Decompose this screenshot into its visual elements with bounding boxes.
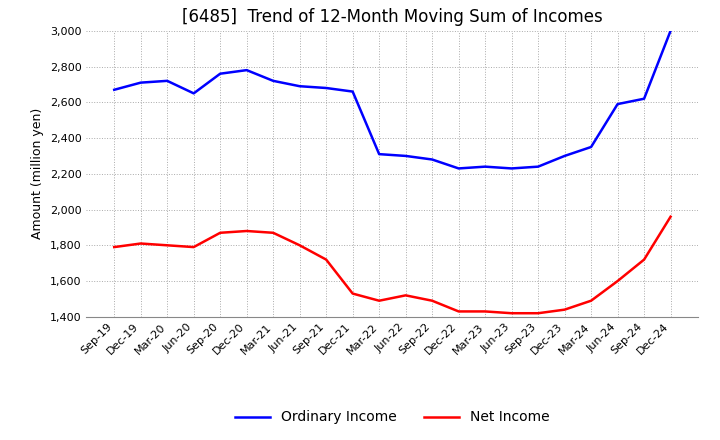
Net Income	[640, 257, 649, 262]
Ordinary Income	[401, 153, 410, 158]
Ordinary Income	[295, 84, 304, 89]
Ordinary Income	[163, 78, 171, 84]
Ordinary Income	[348, 89, 357, 94]
Net Income	[269, 230, 277, 235]
Ordinary Income	[666, 28, 675, 33]
Ordinary Income	[640, 96, 649, 101]
Ordinary Income	[269, 78, 277, 84]
Net Income	[613, 279, 622, 284]
Ordinary Income	[481, 164, 490, 169]
Net Income	[428, 298, 436, 303]
Ordinary Income	[189, 91, 198, 96]
Ordinary Income	[322, 85, 330, 91]
Ordinary Income	[454, 166, 463, 171]
Title: [6485]  Trend of 12-Month Moving Sum of Incomes: [6485] Trend of 12-Month Moving Sum of I…	[182, 8, 603, 26]
Net Income	[163, 242, 171, 248]
Net Income	[136, 241, 145, 246]
Net Income	[243, 228, 251, 234]
Legend: Ordinary Income, Net Income: Ordinary Income, Net Income	[230, 405, 555, 430]
Net Income	[295, 242, 304, 248]
Ordinary Income	[428, 157, 436, 162]
Net Income	[534, 311, 542, 316]
Ordinary Income	[243, 67, 251, 73]
Ordinary Income	[587, 144, 595, 150]
Net Income	[666, 214, 675, 219]
Ordinary Income	[613, 102, 622, 107]
Net Income	[587, 298, 595, 303]
Ordinary Income	[110, 87, 119, 92]
Net Income	[481, 309, 490, 314]
Ordinary Income	[216, 71, 225, 76]
Net Income	[508, 311, 516, 316]
Line: Ordinary Income: Ordinary Income	[114, 31, 670, 169]
Line: Net Income: Net Income	[114, 216, 670, 313]
Net Income	[189, 245, 198, 250]
Ordinary Income	[508, 166, 516, 171]
Y-axis label: Amount (million yen): Amount (million yen)	[31, 108, 44, 239]
Net Income	[375, 298, 384, 303]
Net Income	[322, 257, 330, 262]
Ordinary Income	[136, 80, 145, 85]
Net Income	[348, 291, 357, 296]
Net Income	[401, 293, 410, 298]
Net Income	[216, 230, 225, 235]
Ordinary Income	[534, 164, 542, 169]
Net Income	[560, 307, 569, 312]
Net Income	[110, 245, 119, 250]
Net Income	[454, 309, 463, 314]
Ordinary Income	[375, 151, 384, 157]
Ordinary Income	[560, 153, 569, 158]
